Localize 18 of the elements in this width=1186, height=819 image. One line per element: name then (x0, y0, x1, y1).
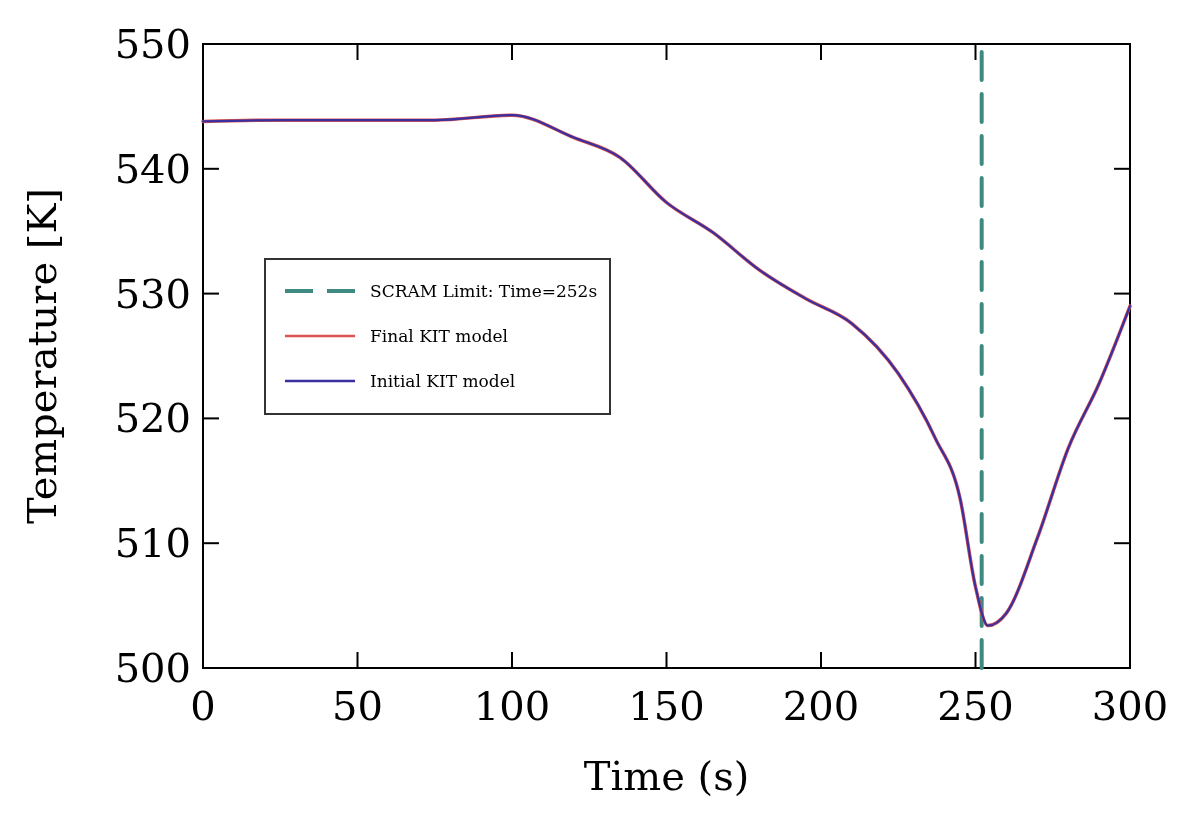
x-axis-title: Time (s) (583, 753, 750, 799)
legend-label: SCRAM Limit: Time=252s (370, 280, 598, 301)
y-tick-label: 520 (114, 395, 191, 442)
x-tick-label: 0 (190, 683, 216, 729)
y-tick-label: 530 (114, 270, 191, 317)
x-tick-label: 150 (628, 683, 705, 729)
legend-label: Final KIT model (370, 325, 509, 346)
legend-label: Initial KIT model (370, 370, 516, 391)
x-tick-label: 100 (473, 683, 551, 729)
x-tick-label: 200 (782, 683, 860, 729)
y-tick-label: 550 (114, 21, 191, 67)
y-tick-label: 540 (114, 145, 191, 192)
y-tick-label: 500 (114, 645, 191, 691)
y-tick-label: 510 (114, 520, 191, 567)
x-tick-label: 250 (937, 683, 1014, 729)
x-tick-label: 300 (1091, 683, 1169, 729)
y-axis-title: Temperature [K] (19, 188, 65, 524)
x-tick-label: 50 (332, 683, 383, 729)
